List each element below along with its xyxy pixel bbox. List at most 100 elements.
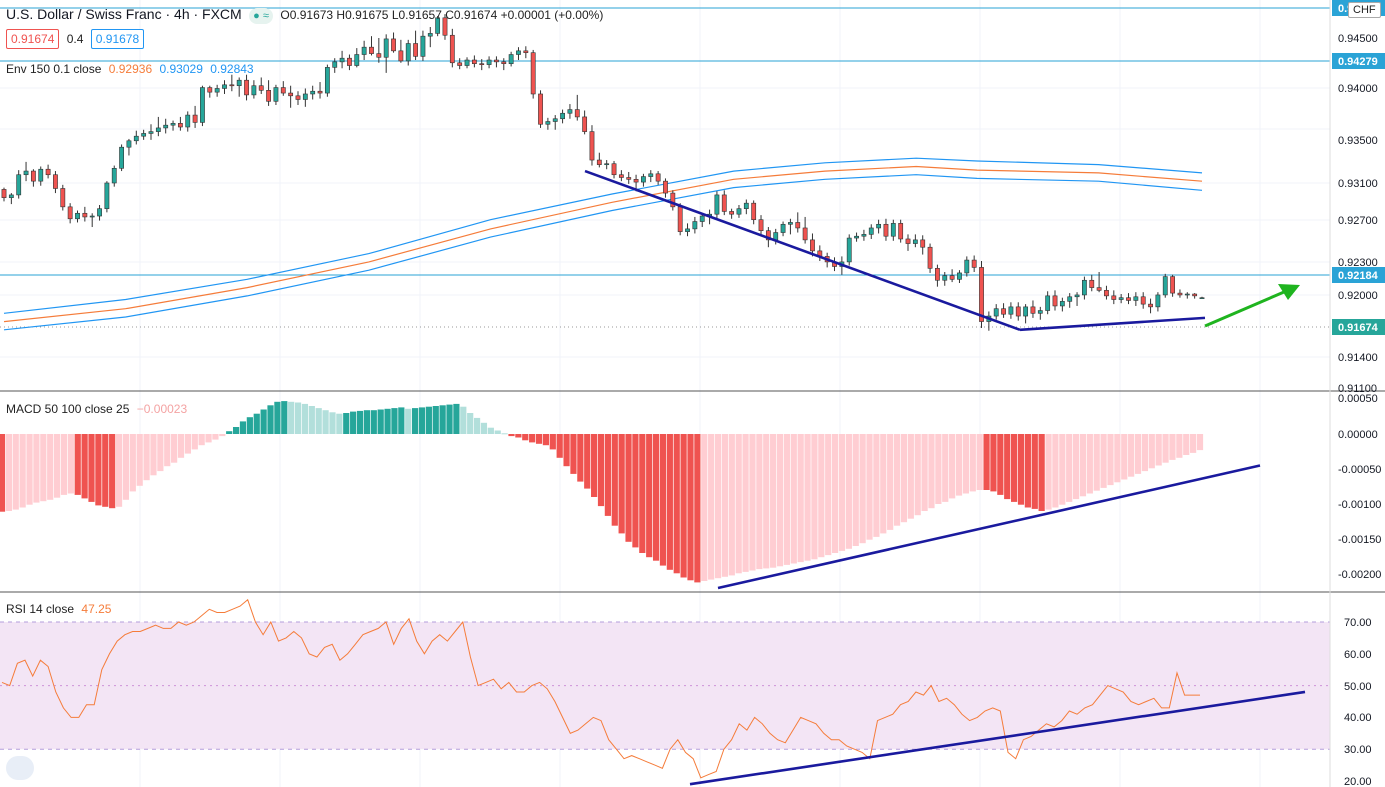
macd-bar <box>742 434 749 572</box>
macd-bar <box>47 434 54 500</box>
macd-bar <box>542 434 550 446</box>
macd-bar <box>308 406 315 434</box>
price-tick-label: 0.92000 <box>1338 290 1378 302</box>
macd-bar <box>109 434 116 509</box>
candle-body <box>854 235 859 239</box>
envelope-upper-line <box>3 157 1203 314</box>
candle-body <box>288 92 294 97</box>
candle-body <box>155 127 161 132</box>
macd-bar <box>680 434 687 578</box>
macd-bar <box>219 434 226 437</box>
candle-body <box>1 189 7 198</box>
candle-body <box>670 192 676 208</box>
candle-body <box>721 194 727 212</box>
macd-bar <box>666 434 673 570</box>
macd-bar <box>714 434 722 579</box>
candle-body <box>1096 287 1102 291</box>
rsi-tick-label: 40.00 <box>1344 712 1372 724</box>
macd-bar <box>136 434 143 486</box>
candle-body <box>1015 306 1021 317</box>
macd-bar <box>701 434 708 581</box>
trendline-price <box>584 169 1021 332</box>
macd-bar <box>659 434 667 566</box>
envelope-lower-line <box>3 174 1203 331</box>
candle-body <box>530 52 536 95</box>
macd-histogram <box>0 401 1204 583</box>
candle-body <box>192 114 198 123</box>
macd-bar <box>40 434 47 502</box>
macd-bar <box>604 434 611 516</box>
macd-bar <box>928 434 935 509</box>
macd-bar <box>535 434 543 444</box>
macd-legend-label: MACD 50 100 close 25 <box>6 402 130 416</box>
macd-bar <box>721 434 729 577</box>
env-upper-value: 0.93029 <box>159 62 203 76</box>
macd-bar <box>942 434 949 502</box>
candle-body <box>1104 290 1109 297</box>
macd-bar <box>556 434 563 458</box>
macd-bar <box>1011 434 1018 502</box>
macd-bar <box>260 409 267 434</box>
symbol-title[interactable]: U.S. Dollar / Swiss Franc · 4h · FXCM <box>6 6 242 22</box>
bid-price-box[interactable]: 0.91674 <box>6 29 60 49</box>
candle-body <box>148 131 154 134</box>
macd-bar <box>12 434 19 510</box>
candle-body <box>471 59 477 64</box>
macd-legend[interactable]: MACD 50 100 close 25 −0.00023 <box>6 402 191 416</box>
macd-bar <box>591 434 598 497</box>
macd-bar <box>673 434 680 574</box>
macd-legend-value: −0.00023 <box>136 402 188 416</box>
candle-body <box>692 221 698 230</box>
macd-bar <box>804 434 811 561</box>
candle-body <box>1037 310 1043 314</box>
macd-bar <box>432 406 439 434</box>
arrow-shaft <box>1204 290 1285 328</box>
ohlc-readout: O0.91673 H0.91675 L0.91657 C0.91674 +0.0… <box>280 8 604 22</box>
macd-bar <box>1196 434 1204 451</box>
candle-body <box>369 46 374 54</box>
candle-body <box>545 121 551 125</box>
macd-bar <box>1093 434 1100 491</box>
macd-bar <box>570 434 577 474</box>
visibility-dots-icon[interactable]: ● ≈ <box>249 7 274 24</box>
candle-body <box>361 46 367 55</box>
macd-bar <box>935 434 942 504</box>
macd-bar <box>969 434 976 492</box>
macd-bar <box>74 434 81 495</box>
tradingview-logo-icon[interactable] <box>6 756 34 780</box>
macd-bar <box>976 434 983 490</box>
env-legend[interactable]: Env 150 0.1 close 0.92936 0.93029 0.9284… <box>6 62 258 76</box>
currency-badge[interactable]: CHF <box>1348 2 1381 18</box>
candle-body <box>486 59 492 65</box>
candle-body <box>912 239 918 244</box>
macd-bar <box>329 412 336 434</box>
candle-body <box>141 133 147 137</box>
macd-bar <box>921 434 928 511</box>
macd-bar <box>246 417 253 434</box>
candle-body <box>1082 279 1087 296</box>
macd-bar <box>467 413 474 434</box>
macd-bar <box>611 434 618 526</box>
macd-bar <box>652 434 660 561</box>
macd-bar <box>487 427 494 434</box>
rsi-legend[interactable]: RSI 14 close 47.25 <box>6 602 115 616</box>
macd-bar <box>831 434 839 553</box>
candle-body <box>104 182 110 209</box>
macd-bar <box>226 431 233 434</box>
macd-bar <box>880 434 887 534</box>
macd-bar <box>95 434 102 506</box>
macd-bar <box>811 434 818 560</box>
macd-bar <box>253 413 260 434</box>
candle-body <box>200 87 205 123</box>
candle-body <box>82 212 88 218</box>
candle-body <box>964 259 970 274</box>
candle-body <box>1170 276 1176 294</box>
rsi-tick-label: 30.00 <box>1344 744 1372 756</box>
candle-body <box>75 212 80 220</box>
macd-bar <box>632 434 639 548</box>
candle-body <box>119 146 124 169</box>
ask-price-box[interactable]: 0.91678 <box>90 29 145 49</box>
macd-bar <box>322 410 329 434</box>
candle-body <box>743 202 749 209</box>
